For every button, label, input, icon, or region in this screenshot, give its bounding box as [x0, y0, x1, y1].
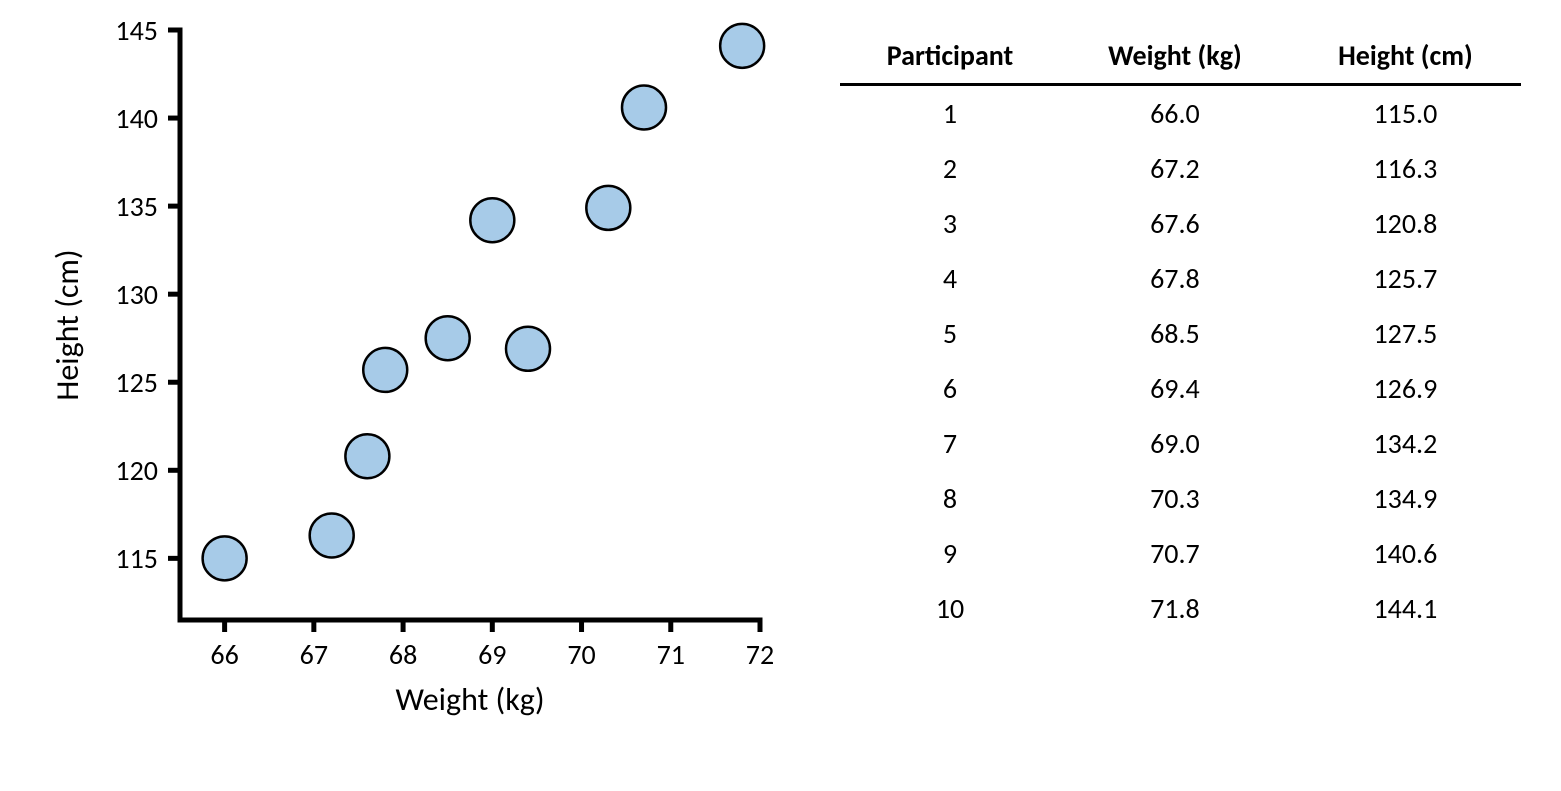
table-cell: 2 — [840, 141, 1060, 196]
table-row: 970.7140.6 — [840, 526, 1521, 581]
table-cell: 10 — [840, 581, 1060, 636]
x-tick-label: 72 — [746, 637, 774, 672]
table-cell: 67.8 — [1060, 251, 1290, 306]
col-header-participant: Participant — [840, 30, 1060, 85]
data-point — [345, 434, 389, 478]
y-tick-label: 125 — [115, 365, 158, 400]
table-cell: 4 — [840, 251, 1060, 306]
table-cell: 140.6 — [1290, 526, 1521, 581]
table-cell: 67.6 — [1060, 196, 1290, 251]
table-cell: 125.7 — [1290, 251, 1521, 306]
data-point — [470, 198, 514, 242]
table-cell: 3 — [840, 196, 1060, 251]
y-tick-label: 140 — [115, 101, 158, 136]
table-cell: 116.3 — [1290, 141, 1521, 196]
table-cell: 6 — [840, 361, 1060, 416]
y-tick-label: 130 — [115, 277, 158, 312]
scatter-chart: 66 67 68 69 70 71 72 115 120 125 130 135 140 145 Weigh… — [0, 0, 820, 786]
data-point — [426, 316, 470, 360]
table-cell: 7 — [840, 416, 1060, 471]
data-point — [586, 186, 630, 230]
table-row: 267.2116.3 — [840, 141, 1521, 196]
table-cell: 1 — [840, 85, 1060, 142]
data-table-panel: Participant Weight (kg) Height (cm) 166.… — [820, 0, 1561, 786]
data-point — [506, 327, 550, 371]
table-cell: 71.8 — [1060, 581, 1290, 636]
table-cell: 134.2 — [1290, 416, 1521, 471]
table-cell: 70.3 — [1060, 471, 1290, 526]
data-point — [622, 85, 666, 129]
table-cell: 70.7 — [1060, 526, 1290, 581]
table-row: 467.8125.7 — [840, 251, 1521, 306]
table-row: 870.3134.9 — [840, 471, 1521, 526]
table-body: 166.0115.0267.2116.3367.6120.8467.8125.7… — [840, 85, 1521, 637]
y-tick-label: 120 — [115, 453, 158, 488]
y-tick-label: 145 — [115, 13, 158, 48]
table-cell: 69.4 — [1060, 361, 1290, 416]
x-tick-label: 70 — [567, 637, 595, 672]
table-cell: 67.2 — [1060, 141, 1290, 196]
table-cell: 144.1 — [1290, 581, 1521, 636]
table-row: 669.4126.9 — [840, 361, 1521, 416]
x-tick-label: 69 — [478, 637, 506, 672]
data-point — [310, 513, 354, 557]
table-cell: 126.9 — [1290, 361, 1521, 416]
table-cell: 5 — [840, 306, 1060, 361]
y-axis-label: Height (cm) — [48, 249, 87, 400]
table-row: 166.0115.0 — [840, 85, 1521, 142]
table-cell: 127.5 — [1290, 306, 1521, 361]
table-cell: 66.0 — [1060, 85, 1290, 142]
data-point — [203, 536, 247, 580]
y-tick-label: 135 — [115, 189, 158, 224]
table-row: 367.6120.8 — [840, 196, 1521, 251]
table-cell: 69.0 — [1060, 416, 1290, 471]
x-axis-label: Weight (kg) — [395, 680, 544, 719]
table-cell: 9 — [840, 526, 1060, 581]
x-tick-label: 68 — [389, 637, 417, 672]
data-point — [720, 24, 764, 68]
table-cell: 134.9 — [1290, 471, 1521, 526]
data-table: Participant Weight (kg) Height (cm) 166.… — [840, 30, 1521, 636]
col-header-height: Height (cm) — [1290, 30, 1521, 85]
x-tick-label: 67 — [300, 637, 328, 672]
data-point — [363, 348, 407, 392]
table-cell: 120.8 — [1290, 196, 1521, 251]
x-tick-label: 66 — [210, 637, 238, 672]
table-cell: 115.0 — [1290, 85, 1521, 142]
table-header-row: Participant Weight (kg) Height (cm) — [840, 30, 1521, 85]
table-row: 568.5127.5 — [840, 306, 1521, 361]
y-tick-label: 115 — [115, 541, 158, 576]
scatter-chart-svg: 66 67 68 69 70 71 72 115 120 125 130 135 140 145 Weigh… — [0, 0, 820, 786]
table-row: 1071.8144.1 — [840, 581, 1521, 636]
table-cell: 68.5 — [1060, 306, 1290, 361]
col-header-weight: Weight (kg) — [1060, 30, 1290, 85]
table-cell: 8 — [840, 471, 1060, 526]
x-tick-label: 71 — [657, 637, 685, 672]
page-container: 66676869707172115120125130135140145Weigh… — [0, 0, 1561, 786]
table-row: 769.0134.2 — [840, 416, 1521, 471]
